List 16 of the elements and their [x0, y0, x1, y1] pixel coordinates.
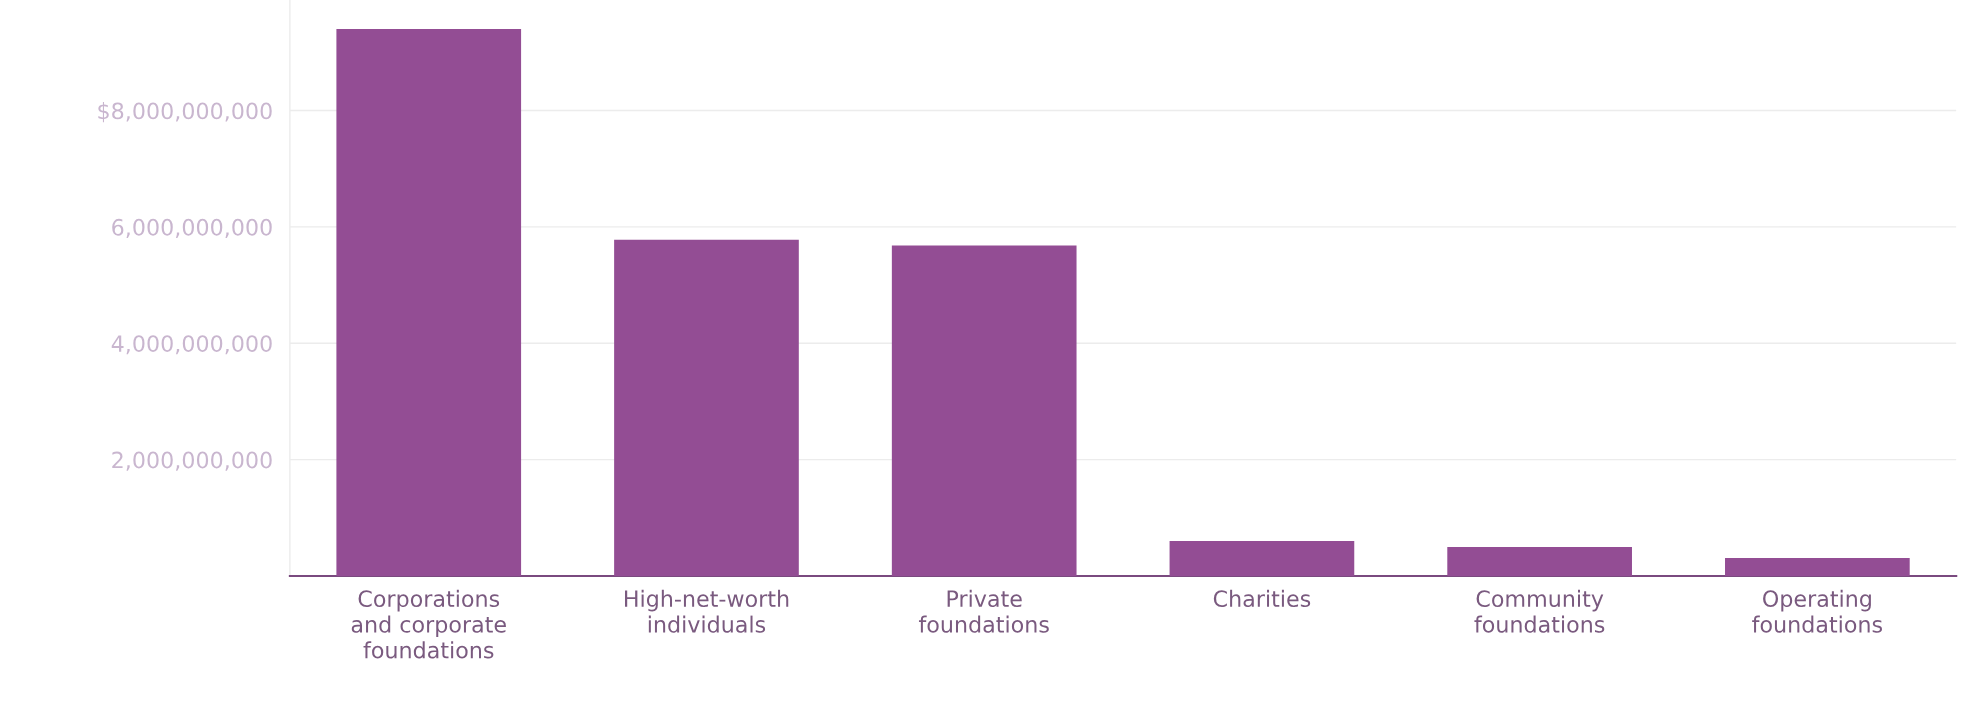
x-tick-label: Operating foundations	[1752, 589, 1883, 633]
x-tick-label: High-net-worth individuals	[625, 589, 789, 633]
bar	[1169, 541, 1355, 576]
y-tick-label: 4,000,000,000	[111, 335, 272, 355]
bar	[1447, 546, 1632, 576]
x-tick-label: Charities	[1213, 589, 1311, 608]
y-tick-label: $8,000,000,000	[98, 102, 272, 123]
bar	[614, 239, 799, 576]
x-tick-label: Corporations and corporate foundations	[351, 589, 506, 659]
x-tick-label: Community foundations	[1474, 589, 1605, 633]
x-tick-label: Private foundations	[918, 589, 1049, 633]
y-tick-label: 6,000,000,000	[112, 218, 272, 238]
y-tick-label: 2,000,000,000	[112, 451, 272, 471]
bar	[336, 29, 522, 576]
bar	[1725, 557, 1910, 576]
bar	[891, 245, 1077, 576]
